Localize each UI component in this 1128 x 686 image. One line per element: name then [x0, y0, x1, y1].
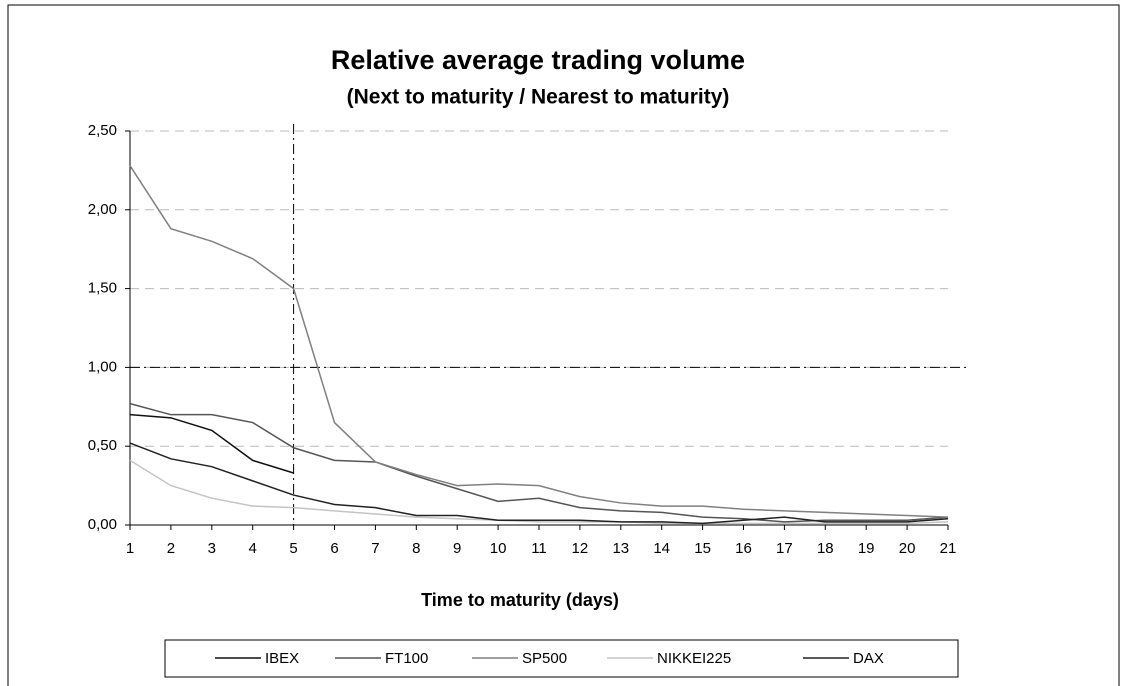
x-tick-label: 6: [330, 540, 338, 557]
x-tick-label: 10: [490, 540, 507, 557]
x-tick-label: 20: [899, 540, 916, 557]
x-tick-label: 11: [531, 540, 547, 557]
x-tick-label: 17: [776, 540, 793, 557]
x-tick-label: 19: [858, 540, 875, 557]
series-line: [129, 442, 949, 525]
x-tick-label: 4: [249, 540, 257, 557]
legend-label: SP500: [522, 650, 567, 667]
legend-label: NIKKEI225: [657, 650, 731, 667]
chart-subtitle: (Next to maturity / Nearest to maturity): [347, 86, 730, 109]
x-tick-label: 16: [735, 540, 752, 557]
legend-label: DAX: [853, 650, 884, 667]
y-tick-label: 2,50: [88, 122, 117, 139]
y-tick-label: 0,50: [88, 437, 117, 454]
x-axis-label: Time to maturity (days): [421, 590, 619, 610]
x-tick-label: 8: [412, 540, 420, 557]
legend-label: FT100: [385, 650, 428, 667]
x-tick-label: 9: [453, 540, 461, 557]
chart-border: [7, 4, 1120, 686]
x-tick-label: 2: [167, 540, 175, 557]
x-tick-label: 13: [612, 540, 629, 557]
x-tick-label: 3: [208, 540, 216, 557]
x-tick-label: 18: [817, 540, 834, 557]
y-tick-label: 2,00: [88, 201, 117, 218]
x-tick-label: 14: [653, 540, 670, 557]
chart-title: Relative average trading volume: [331, 45, 745, 75]
y-tick-label: 1,00: [88, 358, 117, 375]
x-tick-label: 15: [694, 540, 711, 557]
series-line: [129, 165, 949, 518]
legend-label: IBEX: [265, 650, 299, 667]
y-tick-label: 1,50: [88, 280, 117, 297]
y-tick-label: 0,00: [88, 516, 117, 533]
x-tick-label: 5: [289, 540, 297, 557]
x-tick-label: 21: [940, 540, 957, 557]
series-line: [129, 413, 294, 474]
series-line: [129, 459, 949, 525]
x-tick-label: 1: [126, 540, 134, 557]
x-tick-label: 12: [572, 540, 589, 557]
x-tick-label: 7: [371, 540, 379, 557]
